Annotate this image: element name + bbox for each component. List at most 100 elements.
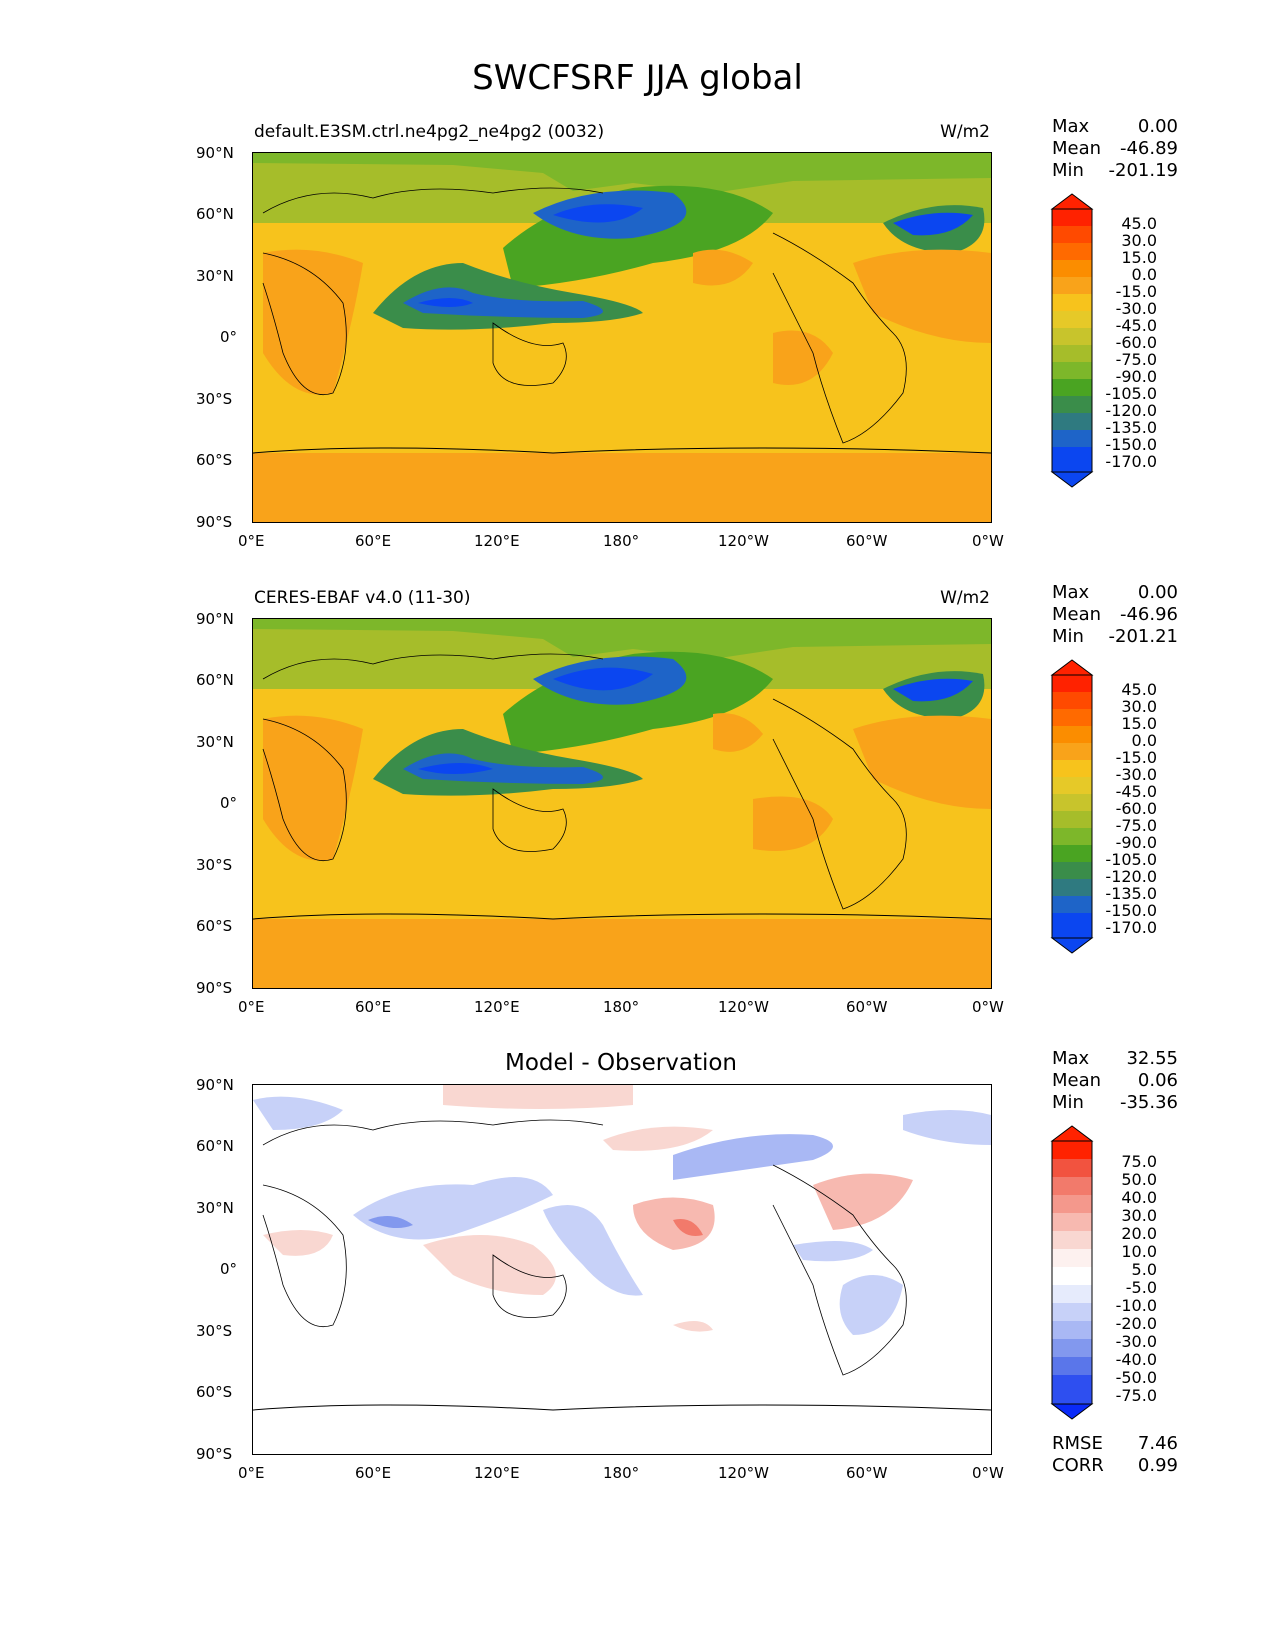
stat-label: Max: [1052, 582, 1090, 603]
colorbar-tick: 40.0: [1121, 1188, 1157, 1207]
colorbar-tick: -105.0: [1105, 384, 1157, 403]
colorbar-tick: 15.0: [1121, 248, 1157, 267]
colorbar-tick: -15.0: [1115, 282, 1157, 301]
stat-min: -201.21: [1108, 626, 1178, 647]
colorbar-tick: -170.0: [1105, 452, 1157, 471]
colorbar-tick: -105.0: [1105, 850, 1157, 869]
stat-label: Mean: [1052, 1070, 1102, 1091]
lat-tick-label: 60°S: [196, 1383, 233, 1401]
observation-map-field: [253, 619, 991, 988]
lon-tick-label: 180°: [603, 998, 640, 1016]
lat-tick-label: 90°N: [196, 144, 234, 162]
lon-tick-label: 60°W: [846, 1464, 888, 1482]
lat-tick-label: 0°: [220, 1260, 238, 1278]
metric-label: RMSE: [1052, 1433, 1103, 1454]
lat-tick-label: 60°N: [196, 671, 234, 689]
panel-3-metrics: RMSE 7.46 CORR 0.99: [1052, 1433, 1178, 1477]
lat-tick-label: 90°N: [196, 610, 234, 628]
colorbar-tick: -150.0: [1105, 901, 1157, 920]
colorbar-tick: 10.0: [1121, 1242, 1157, 1261]
colorbar-tick: -120.0: [1105, 401, 1157, 420]
colorbar-tick: -15.0: [1115, 748, 1157, 767]
lat-tick-label: 60°S: [196, 451, 233, 469]
lat-tick-label: 60°N: [196, 205, 234, 223]
lat-tick-label: 0°: [220, 328, 238, 346]
metric-rmse: 7.46: [1137, 1433, 1178, 1454]
lon-tick-label: 120°W: [718, 998, 769, 1016]
lat-tick-label: 90°S: [196, 1445, 233, 1463]
lat-tick-label: 90°S: [196, 513, 233, 531]
metric-corr: 0.99: [1137, 1455, 1178, 1476]
lon-tick-label: 0°E: [238, 998, 265, 1016]
colorbar-tick: -60.0: [1115, 333, 1157, 352]
colorbar-tick: 20.0: [1121, 1224, 1157, 1243]
lat-tick-label: 60°N: [196, 1137, 234, 1155]
panel-1-title: default.E3SM.ctrl.ne4pg2_ne4pg2 (0032): [254, 122, 605, 142]
panel-1-units: W/m2: [940, 122, 990, 142]
stat-max: 0.00: [1137, 116, 1178, 137]
stat-label: Min: [1052, 1092, 1084, 1113]
colorbar-tick: -120.0: [1105, 867, 1157, 886]
stat-label: Mean: [1052, 138, 1102, 159]
stat-min: -201.19: [1108, 160, 1178, 181]
stat-max: 32.55: [1126, 1048, 1178, 1069]
colorbar-tick: 45.0: [1121, 680, 1157, 699]
stat-max: 0.00: [1137, 582, 1178, 603]
lon-tick-label: 60°E: [355, 1464, 392, 1482]
stat-mean: -46.96: [1119, 604, 1178, 625]
panel-3-title: Model - Observation: [504, 1050, 738, 1076]
lat-tick-label: 60°S: [196, 917, 233, 935]
stat-label: Mean: [1052, 604, 1102, 625]
lon-tick-label: 120°E: [474, 532, 520, 550]
difference-map: [252, 1084, 992, 1455]
stat-label: Min: [1052, 160, 1084, 181]
lon-tick-label: 60°W: [846, 998, 888, 1016]
colorbar-tick: -50.0: [1115, 1368, 1157, 1387]
colorbar-tick: -45.0: [1115, 782, 1157, 801]
colorbar-tick: 30.0: [1121, 697, 1157, 716]
colorbar-tick: -45.0: [1115, 316, 1157, 335]
colorbar-tick: -60.0: [1115, 799, 1157, 818]
difference-map-field: [253, 1085, 991, 1454]
panel-2-units: W/m2: [940, 588, 990, 608]
colorbar-difference: [1050, 1125, 1094, 1420]
colorbar-tick: 0.0: [1131, 731, 1157, 750]
colorbar-tick: -135.0: [1105, 418, 1157, 437]
lon-tick-label: 120°W: [718, 1464, 769, 1482]
colorbar-tick: -30.0: [1115, 1332, 1157, 1351]
model-map: [252, 152, 992, 523]
stat-label: Max: [1052, 1048, 1090, 1069]
colorbar-tick: -20.0: [1115, 1314, 1157, 1333]
stat-mean: 0.06: [1137, 1070, 1178, 1091]
panel-1-stats: Max 0.00 Mean -46.89 Min -201.19: [1052, 116, 1178, 182]
page-title: SWCFSRF JJA global: [472, 58, 803, 98]
panel-2-title: CERES-EBAF v4.0 (11-30): [254, 588, 471, 608]
lon-tick-label: 120°W: [718, 532, 769, 550]
colorbar-tick: -75.0: [1115, 816, 1157, 835]
lat-tick-label: 90°S: [196, 979, 233, 997]
colorbar-field: [1050, 193, 1094, 488]
stat-label: Max: [1052, 116, 1090, 137]
colorbar-tick: -90.0: [1115, 833, 1157, 852]
lon-tick-label: 0°W: [972, 532, 1004, 550]
colorbar-tick: -135.0: [1105, 884, 1157, 903]
colorbar-tick: -170.0: [1105, 918, 1157, 937]
colorbar-tick: -10.0: [1115, 1296, 1157, 1315]
stat-label: Min: [1052, 626, 1084, 647]
colorbar-tick: -40.0: [1115, 1350, 1157, 1369]
colorbar-tick: -75.0: [1115, 1386, 1157, 1405]
colorbar-tick: 30.0: [1121, 1206, 1157, 1225]
lat-tick-label: 30°S: [196, 856, 233, 874]
colorbar-tick: 75.0: [1121, 1152, 1157, 1171]
colorbar-tick: 5.0: [1131, 1260, 1157, 1279]
lon-tick-label: 60°E: [355, 532, 392, 550]
colorbar-tick: -90.0: [1115, 367, 1157, 386]
lon-tick-label: 60°W: [846, 532, 888, 550]
lat-tick-label: 90°N: [196, 1076, 234, 1094]
lon-tick-label: 120°E: [474, 998, 520, 1016]
lon-tick-label: 180°: [603, 1464, 640, 1482]
lat-tick-label: 30°N: [196, 733, 234, 751]
colorbar-tick: 0.0: [1131, 265, 1157, 284]
lat-tick-label: 30°S: [196, 390, 233, 408]
colorbar-tick: -5.0: [1125, 1278, 1157, 1297]
